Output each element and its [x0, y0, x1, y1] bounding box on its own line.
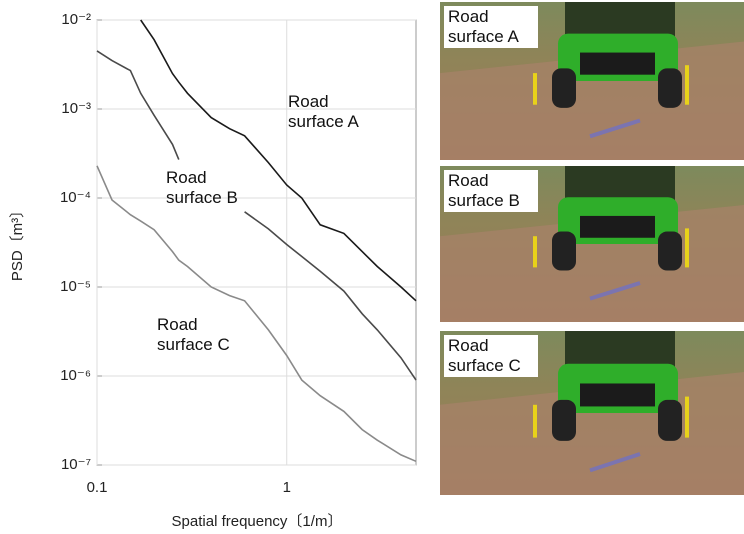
wheel — [658, 399, 682, 441]
data-line — [140, 19, 417, 302]
vehicle-grille — [580, 383, 655, 407]
wheel — [658, 231, 682, 271]
photo-panel: Road surface C — [440, 331, 744, 495]
wheel — [552, 68, 576, 108]
force-arrow — [685, 396, 689, 438]
force-arrow — [685, 228, 689, 268]
trace — [589, 452, 641, 473]
photo-panel: Road surface A — [440, 2, 744, 160]
force-arrow — [533, 73, 537, 105]
force-arrow — [533, 404, 537, 438]
wheel — [552, 399, 576, 441]
data-line — [96, 50, 417, 381]
x-tick-label: 0.1 — [87, 479, 108, 496]
panel-label: Road surface A — [444, 6, 538, 48]
vehicle-grille — [580, 215, 655, 238]
plot-frame — [96, 19, 417, 466]
x-tick-label: 1 — [283, 479, 291, 496]
y-tick-label: 10⁻³ — [61, 100, 91, 117]
y-tick-label: 10⁻⁴ — [60, 189, 91, 206]
y-tick-label: 10⁻² — [61, 11, 91, 28]
wheel — [658, 68, 682, 108]
y-tick-label: 10⁻⁶ — [60, 367, 91, 384]
photo — [440, 331, 744, 495]
vehicle-grille — [580, 52, 655, 75]
series-annotation: Road surface B — [166, 168, 238, 207]
force-arrow — [685, 65, 689, 105]
series-annotation: Road surface A — [288, 92, 359, 131]
series-annotation: Road surface C — [157, 315, 230, 354]
force-arrow — [533, 236, 537, 268]
y-tick-label: 10⁻⁷ — [61, 456, 91, 473]
y-tick-label: 10⁻⁵ — [60, 278, 91, 295]
chart: Spatial frequency〔1/m〕 PSD〔m³〕 10⁻⁷ 10⁻⁶ 1… — [9, 11, 417, 530]
photo-panel: Road surface B — [440, 166, 744, 322]
data-line — [96, 165, 417, 463]
photo — [440, 166, 744, 322]
wheel — [552, 231, 576, 271]
panel-label: Road surface C — [444, 335, 538, 377]
panel-label: Road surface B — [444, 170, 538, 212]
x-axis-label: Spatial frequency〔1/m〕 — [172, 513, 343, 530]
y-axis-label: PSD〔m³〕 — [9, 203, 26, 281]
trace — [589, 118, 641, 139]
trace — [589, 281, 641, 301]
